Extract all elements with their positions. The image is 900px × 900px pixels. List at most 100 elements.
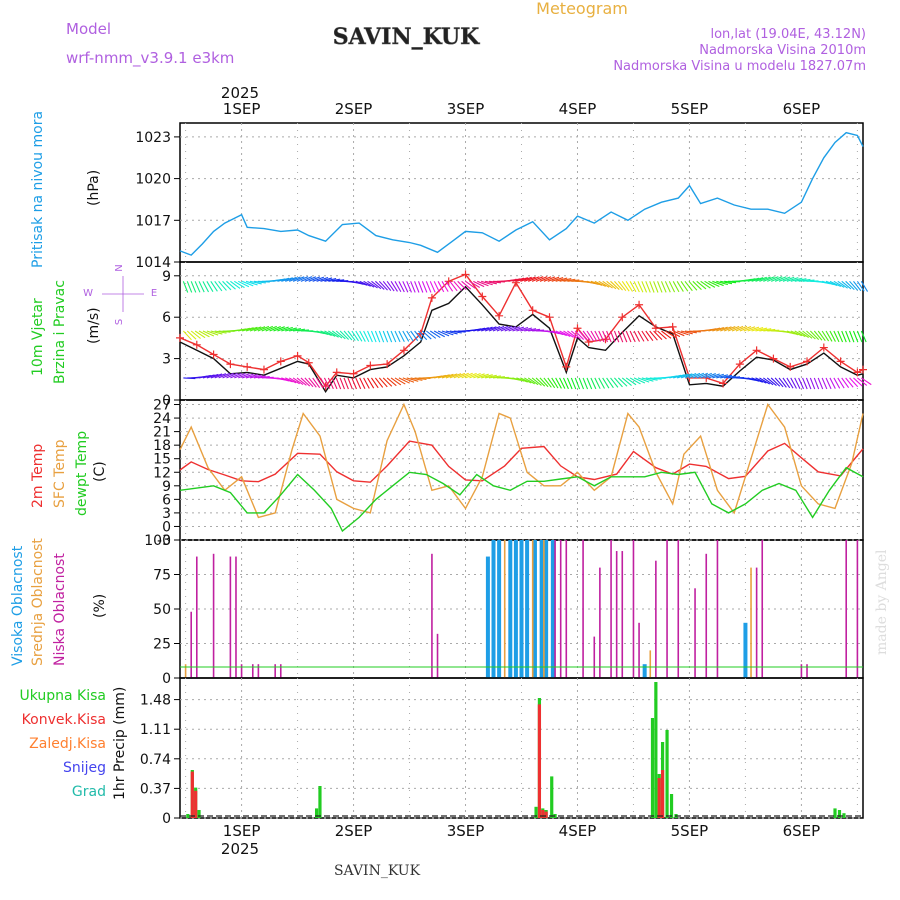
wind-arrow bbox=[763, 328, 776, 332]
wind-arrow bbox=[849, 377, 859, 388]
wind-arrow bbox=[241, 327, 254, 332]
wind-arrow bbox=[449, 330, 462, 334]
wind-arrow bbox=[837, 280, 848, 289]
gust-marker bbox=[332, 368, 341, 377]
wind-arrow bbox=[825, 377, 832, 390]
wind-arrow bbox=[433, 330, 445, 338]
wind-arrow bbox=[759, 328, 772, 332]
y-tick-label: 15 bbox=[153, 452, 171, 468]
wind-arrow bbox=[285, 377, 297, 384]
bottom-day-label: 5SEP bbox=[671, 822, 709, 840]
wind-arrow bbox=[238, 373, 250, 379]
wind-arrow bbox=[269, 325, 281, 332]
wind-arrow bbox=[665, 330, 676, 338]
bar-srednja-oblacnost bbox=[503, 540, 506, 678]
wind-arrow bbox=[206, 373, 219, 379]
wind-arrow bbox=[422, 330, 432, 340]
wind-arrow bbox=[331, 330, 343, 339]
wind-arrow bbox=[406, 377, 419, 382]
wind-arrow bbox=[805, 377, 812, 390]
gust-marker bbox=[635, 300, 644, 309]
y-tick-label: 25 bbox=[153, 637, 171, 653]
wind-arrow bbox=[394, 330, 401, 343]
wind-arrow bbox=[825, 330, 833, 342]
wind-arrow bbox=[198, 281, 205, 293]
wind-arrow bbox=[809, 330, 820, 341]
bar-niska-oblacnost bbox=[705, 553, 708, 678]
top-day-labels: 1SEP 2SEP 3SEP 4SEP 5SEP 6SEP bbox=[223, 100, 820, 118]
wind-arrow bbox=[680, 330, 693, 335]
gust-marker bbox=[478, 292, 487, 301]
wind-arrow bbox=[649, 330, 658, 341]
wind-arrow bbox=[821, 330, 830, 342]
wind-arrow bbox=[645, 330, 654, 341]
bottom-day-label: 1SEP bbox=[223, 822, 261, 840]
wind-arrow bbox=[449, 280, 458, 292]
wind-arrow bbox=[684, 373, 697, 379]
wind-arrow bbox=[720, 280, 733, 285]
gust-marker bbox=[719, 379, 728, 388]
wind-arrow bbox=[598, 377, 605, 389]
wind-arrow bbox=[527, 377, 539, 386]
bar-niska-oblacnost bbox=[431, 553, 433, 678]
bar-niska-oblacnost bbox=[610, 540, 612, 678]
bottom-day-label: 2SEP bbox=[335, 822, 373, 840]
wind-arrow bbox=[429, 281, 436, 293]
wind-panel: 0 3 6 9 bbox=[162, 261, 872, 409]
wind-arrow bbox=[378, 377, 388, 388]
wind-arrow bbox=[563, 330, 574, 338]
wind-arrow bbox=[190, 281, 197, 293]
bar-niska-oblacnost bbox=[235, 556, 237, 678]
wind-arrow bbox=[382, 330, 389, 343]
bar-konvek-kisa bbox=[537, 704, 542, 818]
bar-niska-oblacnost bbox=[436, 633, 439, 678]
wind-arrow bbox=[582, 330, 591, 341]
wind-arrow bbox=[323, 377, 331, 389]
wind-arrow bbox=[414, 281, 420, 293]
wind-arrow bbox=[574, 330, 585, 340]
wind-arrow bbox=[437, 330, 450, 337]
wind-arrow bbox=[206, 281, 214, 292]
wind-arrow bbox=[543, 377, 552, 388]
wind-arrow bbox=[230, 372, 242, 379]
wind-arrow bbox=[668, 281, 676, 293]
wind-arrow bbox=[386, 330, 393, 343]
wind-arrow bbox=[257, 325, 270, 332]
wind-arrow bbox=[770, 377, 781, 387]
wind-arrow bbox=[562, 377, 569, 390]
wind-arrow bbox=[441, 281, 449, 292]
legend-entry: Konvek.Kisa bbox=[22, 712, 106, 728]
wind-arrow bbox=[841, 280, 852, 290]
compass-cross bbox=[102, 276, 144, 312]
temp-unit: (C) bbox=[92, 461, 108, 482]
wind-arrow bbox=[778, 276, 791, 282]
wind-arrow bbox=[277, 277, 290, 282]
wind-arrow bbox=[637, 377, 650, 383]
wind-arrow bbox=[833, 330, 840, 343]
wind-arrow bbox=[676, 281, 684, 292]
bar-ukupna-kisa bbox=[842, 813, 846, 818]
wind-arrow bbox=[664, 281, 671, 293]
wind-arrow bbox=[394, 281, 402, 293]
wind-arrow bbox=[320, 377, 327, 389]
wind-arrow bbox=[437, 374, 450, 379]
wind-arrow bbox=[590, 377, 597, 390]
wind-arrow bbox=[524, 377, 535, 385]
gust-marker bbox=[618, 313, 627, 322]
wind-arrow bbox=[570, 330, 581, 340]
wind-arrow bbox=[712, 327, 725, 332]
wind-arrow bbox=[755, 327, 768, 332]
y-tick-label: -3 bbox=[157, 533, 171, 549]
wind-arrow bbox=[798, 377, 805, 390]
wind-arrow bbox=[520, 276, 532, 282]
wind-arrow bbox=[351, 377, 357, 390]
wind-arrow bbox=[798, 330, 810, 338]
bar-niska-oblacnost bbox=[565, 540, 568, 678]
series-line-sfc-temp bbox=[179, 402, 864, 519]
wind-arrow bbox=[516, 377, 528, 383]
wind-arrow bbox=[790, 377, 797, 389]
y-tick-label: 18 bbox=[153, 438, 171, 454]
wind-arrow bbox=[359, 280, 371, 287]
wind-arrow bbox=[724, 280, 737, 284]
wind-arrow bbox=[324, 277, 337, 282]
